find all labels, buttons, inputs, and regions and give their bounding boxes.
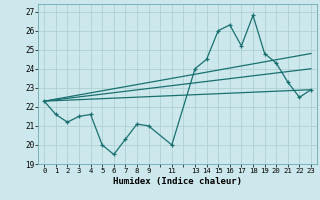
X-axis label: Humidex (Indice chaleur): Humidex (Indice chaleur) xyxy=(113,177,242,186)
